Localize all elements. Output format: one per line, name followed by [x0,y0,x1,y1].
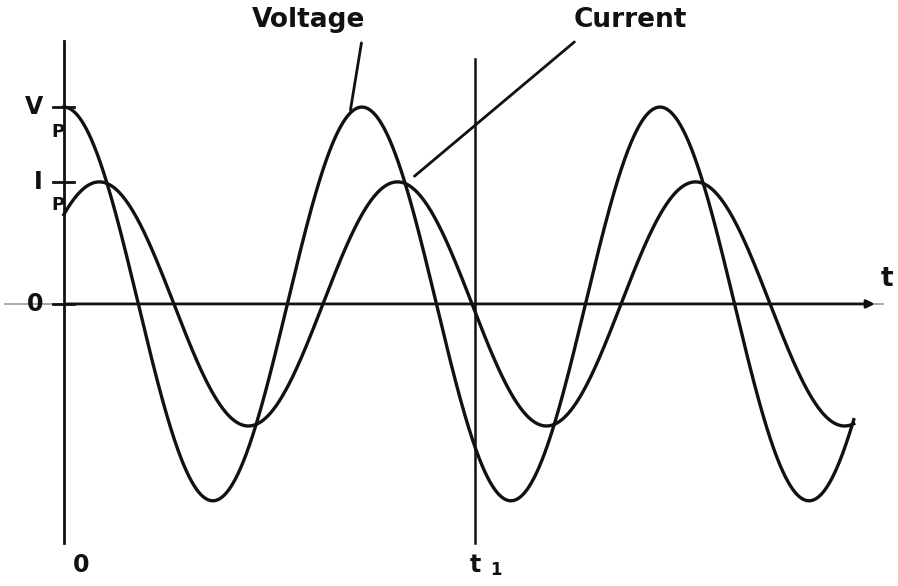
Text: 1: 1 [490,561,502,579]
Text: 0: 0 [26,292,43,316]
Text: V: V [24,95,43,119]
Text: P: P [52,123,65,141]
Text: I: I [34,170,43,194]
Text: Current: Current [574,8,687,33]
Text: t: t [470,553,480,577]
Text: P: P [52,196,65,214]
Text: t: t [881,266,894,292]
Text: Voltage: Voltage [251,8,365,33]
Text: 0: 0 [73,553,89,577]
